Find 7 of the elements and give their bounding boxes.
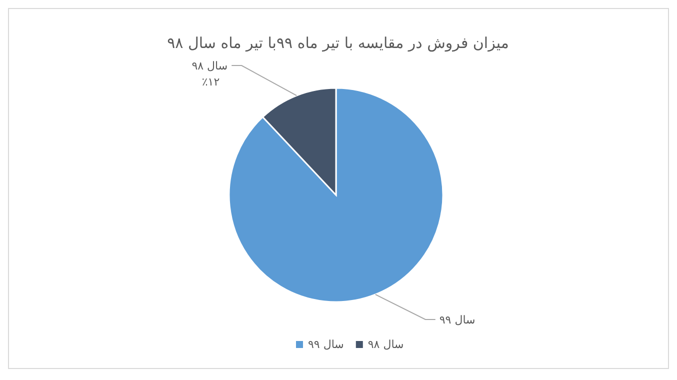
chart-title: میزان فروش در مقایسه با تیر ماه ۹۹با تیر ماه سال ۹۸ bbox=[167, 34, 509, 52]
data-label: ٪۱۲ bbox=[202, 76, 220, 89]
legend-label: سال ۹۹ bbox=[308, 338, 344, 351]
pie-slice bbox=[228, 87, 444, 303]
legend-label: سال ۹۸ bbox=[368, 338, 404, 351]
slice-label: سال ۹۸ bbox=[192, 60, 228, 73]
slice-label: سال ۹۹ bbox=[439, 313, 476, 326]
